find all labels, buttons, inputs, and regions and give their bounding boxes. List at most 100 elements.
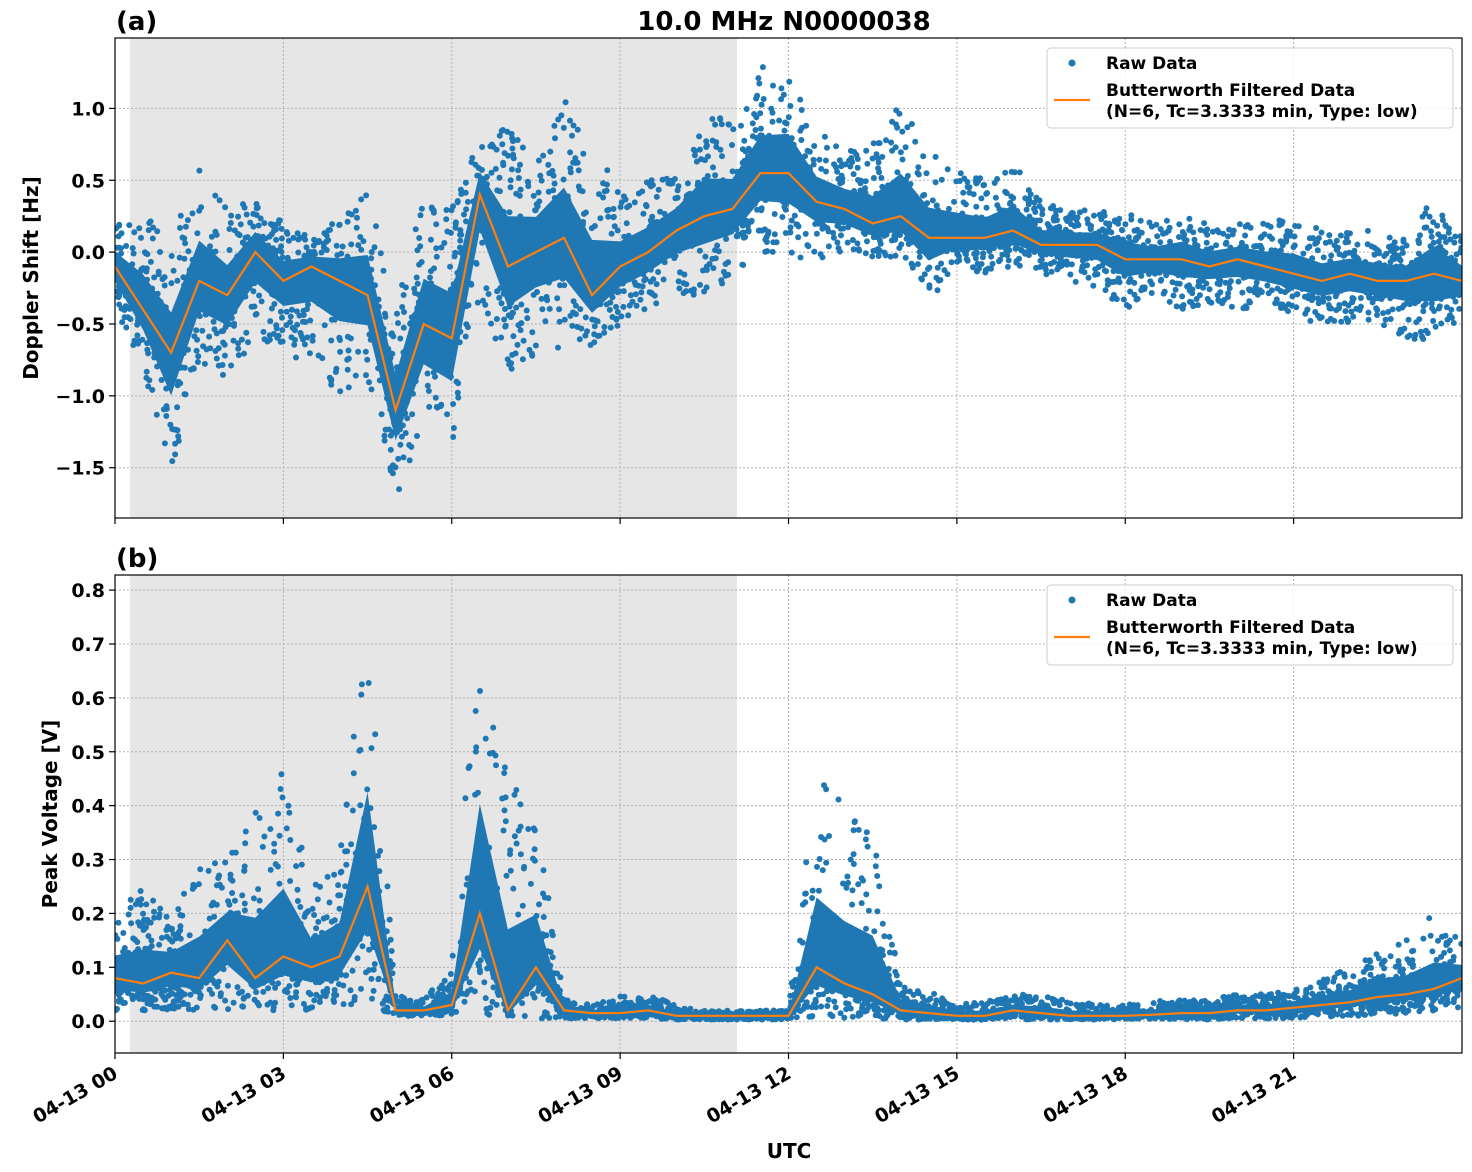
raw-data-point [212, 192, 219, 199]
raw-data-point [643, 202, 649, 208]
raw-data-point [1456, 305, 1462, 312]
y-tick-label: 0.5 [71, 742, 105, 764]
raw-data-point [199, 327, 206, 334]
raw-data-point [1081, 207, 1088, 214]
raw-data-point [556, 306, 563, 313]
raw-data-point [1079, 257, 1086, 264]
raw-data-point [463, 321, 470, 328]
raw-data-point [1403, 242, 1410, 249]
raw-data-point [785, 114, 792, 121]
raw-data-point [1026, 198, 1033, 205]
raw-data-point [823, 168, 829, 175]
raw-data-point [1405, 316, 1412, 323]
raw-data-point [129, 245, 136, 252]
raw-data-point [1292, 223, 1299, 229]
raw-data-point [532, 207, 539, 213]
raw-data-point [1351, 247, 1358, 254]
raw-data-point [510, 138, 516, 145]
raw-data-point [185, 248, 192, 255]
raw-data-point [978, 195, 985, 202]
raw-data-point [1005, 257, 1012, 264]
raw-data-point [916, 254, 923, 260]
raw-data-point [851, 148, 858, 155]
raw-data-point [1318, 229, 1325, 236]
raw-data-point [1415, 250, 1422, 257]
raw-data-point [1251, 289, 1258, 296]
raw-data-point [955, 253, 962, 260]
raw-data-point [621, 233, 628, 240]
raw-data-point [414, 433, 420, 439]
raw-data-point [934, 287, 941, 294]
raw-data-point [1071, 223, 1078, 230]
raw-data-point [545, 188, 552, 195]
raw-data-point [1333, 307, 1340, 314]
raw-data-point [260, 328, 267, 335]
raw-data-point [139, 336, 146, 343]
raw-data-point [314, 896, 321, 903]
raw-data-point [1338, 318, 1345, 325]
raw-data-point [798, 137, 805, 143]
raw-data-point [787, 224, 794, 231]
raw-data-point [653, 300, 660, 307]
legend-label-raw: Raw Data [1106, 54, 1197, 74]
raw-data-point [752, 127, 759, 133]
raw-data-point [496, 188, 503, 195]
raw-data-point [1120, 296, 1127, 303]
raw-data-point [499, 127, 506, 133]
raw-data-point [887, 253, 894, 260]
raw-data-point [932, 179, 939, 186]
raw-data-point [1235, 278, 1242, 285]
raw-data-point [231, 227, 238, 234]
raw-data-point [1230, 227, 1237, 234]
raw-data-point [606, 306, 613, 313]
raw-data-point [647, 217, 654, 224]
raw-data-point [1077, 209, 1083, 216]
raw-data-point [1252, 284, 1259, 291]
raw-data-point [283, 308, 290, 315]
raw-data-point [277, 308, 284, 315]
raw-data-point [496, 294, 503, 301]
y-tick-label: 0.8 [71, 580, 105, 602]
raw-data-point [1007, 199, 1014, 206]
raw-data-point [778, 96, 785, 103]
raw-data-point [368, 386, 375, 393]
raw-data-point [1154, 233, 1161, 240]
raw-data-point [297, 330, 304, 336]
raw-data-point [1017, 246, 1024, 253]
raw-data-point [625, 312, 632, 319]
raw-data-point [1225, 290, 1232, 297]
raw-data-point [835, 245, 842, 252]
raw-data-point [754, 206, 761, 213]
raw-data-point [1204, 231, 1211, 238]
raw-data-point [1033, 194, 1040, 201]
raw-data-point [574, 126, 581, 133]
raw-data-point [1058, 256, 1064, 263]
raw-data-point [797, 254, 804, 261]
raw-data-point [1190, 302, 1197, 309]
raw-data-point [1226, 226, 1233, 233]
raw-data-point [963, 251, 969, 258]
raw-data-point [623, 220, 630, 227]
raw-data-point [1010, 195, 1017, 201]
raw-data-point [1187, 223, 1194, 230]
raw-data-point [712, 172, 719, 179]
raw-data-point [411, 285, 418, 292]
raw-data-point [143, 374, 150, 381]
raw-data-point [1106, 220, 1113, 227]
raw-data-point [653, 281, 660, 288]
raw-data-point [786, 78, 793, 85]
raw-data-point [951, 198, 957, 205]
raw-data-point [1432, 323, 1439, 330]
panel-label: (b) [116, 544, 158, 574]
raw-data-point [660, 276, 667, 283]
raw-data-point [311, 248, 318, 255]
raw-data-point [1125, 234, 1132, 241]
raw-data-point [641, 277, 648, 284]
raw-data-point [608, 230, 615, 237]
raw-data-point [326, 899, 333, 906]
raw-data-point [1374, 295, 1381, 302]
raw-data-point [363, 192, 370, 199]
raw-data-point [1264, 282, 1271, 289]
raw-data-point [333, 242, 340, 249]
raw-data-point [519, 144, 526, 151]
